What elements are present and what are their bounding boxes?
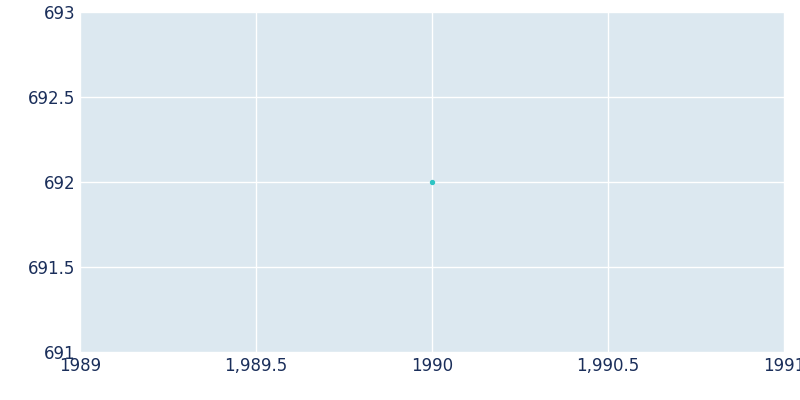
Point <box>426 179 438 185</box>
